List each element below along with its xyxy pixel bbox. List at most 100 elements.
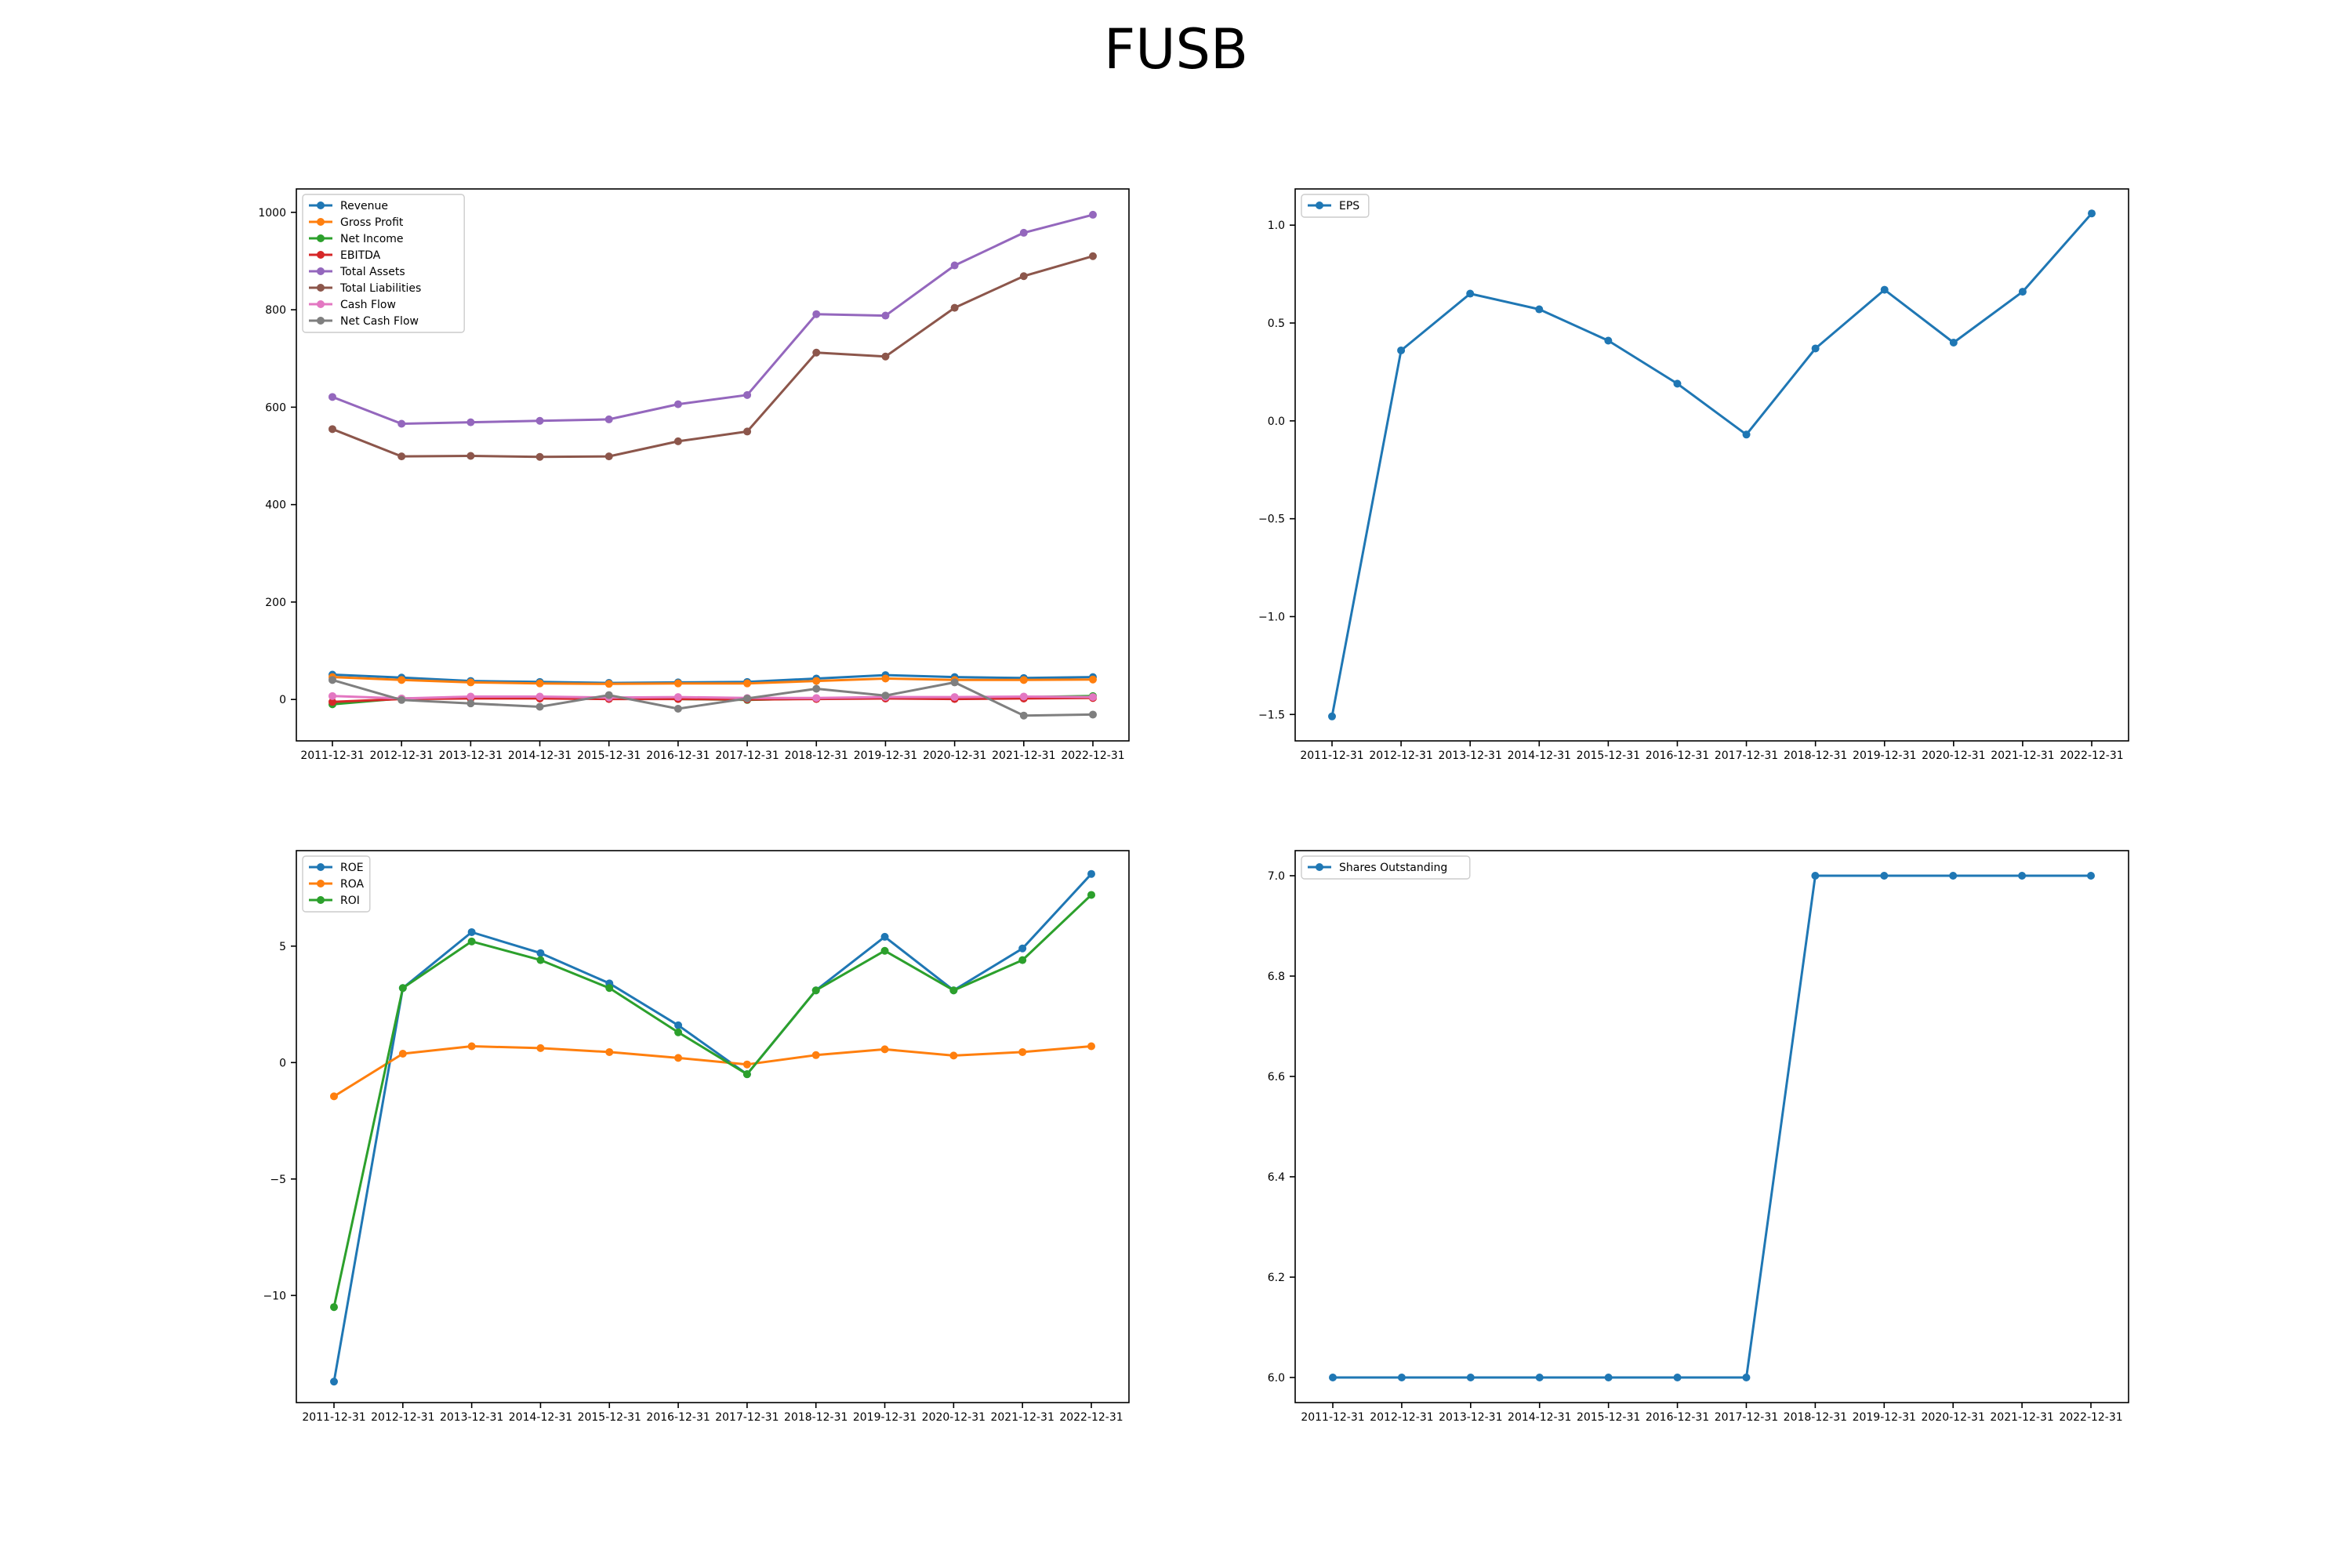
series-line-total-assets [332, 213, 1094, 425]
point-total-assets [950, 261, 959, 270]
y-tick-label: 0 [279, 694, 286, 706]
legend: EPS [1301, 194, 1370, 218]
legend-label: EPS [1339, 200, 1359, 212]
x-tick-label: 2017-12-31 [715, 750, 779, 762]
point-shares-outstanding [1742, 1374, 1751, 1381]
legend-marker [1316, 201, 1323, 209]
point-shares-outstanding [1604, 1374, 1613, 1381]
point-roe [330, 1377, 338, 1386]
legend-label: EBITDA [340, 249, 381, 262]
point-total-assets [397, 419, 406, 428]
point-total-assets [535, 416, 544, 425]
x-tick-label: 2012-12-31 [1369, 750, 1432, 762]
series-line-total-liabilities [332, 255, 1094, 459]
point-roi [398, 984, 407, 993]
point-eps [1328, 712, 1336, 720]
point-total-liabilities [1089, 252, 1097, 260]
figure-title: FUSB [1104, 17, 1248, 82]
legend-label: Revenue [340, 200, 388, 212]
y-tick-label: 6.6 [1268, 1071, 1285, 1083]
x-tick-label: 2022-12-31 [1059, 1411, 1123, 1424]
point-shares-outstanding [1535, 1374, 1544, 1381]
point-total-liabilities [397, 452, 406, 461]
point-roa [949, 1051, 958, 1060]
point-gross-profit [1019, 676, 1028, 684]
legend-marker [317, 300, 325, 308]
legend-label: Total Liabilities [339, 282, 421, 295]
x-tick-label: 2019-12-31 [1853, 750, 1916, 762]
point-cash-flow [535, 692, 544, 701]
point-gross-profit [466, 678, 475, 687]
point-eps [1466, 289, 1475, 298]
x-tick-label: 2011-12-31 [1300, 750, 1363, 762]
point-net-cash-flow [743, 694, 752, 702]
point-roa [880, 1045, 889, 1054]
point-shares-outstanding [1329, 1374, 1337, 1381]
point-cash-flow [673, 693, 682, 702]
point-roi [811, 986, 820, 995]
point-total-assets [743, 390, 752, 399]
legend-label: Net Cash Flow [340, 315, 419, 328]
point-roi [330, 1303, 338, 1312]
y-tick-label: 5 [279, 941, 286, 953]
point-gross-profit [673, 679, 682, 688]
point-roa [536, 1044, 545, 1052]
legend-marker [317, 880, 325, 887]
x-tick-label: 2016-12-31 [1646, 1411, 1709, 1424]
x-tick-label: 2016-12-31 [646, 750, 710, 762]
x-tick-label: 2021-12-31 [990, 1411, 1054, 1424]
x-tick-label: 2019-12-31 [854, 750, 917, 762]
point-cash-flow [1089, 693, 1097, 702]
legend-marker [317, 267, 325, 275]
chart-3: 5 0 −5 −10 2011-12-31 2012-12-31 2013-12-31 201… [263, 850, 1130, 1424]
series-line-roe [332, 873, 1093, 1382]
series-line-shares-outstanding [1333, 874, 2091, 1379]
point-gross-profit [397, 676, 406, 684]
point-total-assets [812, 310, 821, 318]
x-tick-label: 2014-12-31 [509, 1411, 572, 1424]
point-net-cash-flow [1089, 710, 1097, 719]
point-roa [742, 1060, 751, 1069]
axes-frame [1294, 188, 2129, 742]
point-gross-profit [535, 679, 544, 688]
legend-marker [317, 234, 325, 242]
y-tick-label: 6.0 [1268, 1372, 1285, 1385]
x-tick-label: 2014-12-31 [1508, 1411, 1571, 1424]
x-tick-label: 2012-12-31 [369, 750, 433, 762]
x-tick-label: 2015-12-31 [578, 1411, 641, 1424]
chart-4: 7.0 6.8 6.6 6.4 6.2 6.0 2011-12-31 2012-12-31 20… [1268, 850, 2129, 1424]
point-roa [398, 1050, 407, 1058]
point-total-assets [604, 415, 613, 423]
point-roi [605, 984, 614, 993]
point-eps [1742, 430, 1751, 439]
point-net-cash-flow [881, 691, 890, 700]
point-roe [1018, 944, 1027, 953]
point-total-liabilities [328, 425, 336, 434]
x-tick-label: 2018-12-31 [785, 750, 848, 762]
x-tick-label: 2011-12-31 [300, 750, 364, 762]
series-line-revenue [332, 673, 1094, 684]
point-net-cash-flow [397, 695, 406, 704]
legend-marker [317, 251, 325, 259]
series-line-cash-flow [332, 695, 1094, 700]
y-tick-label: 0.0 [1268, 416, 1285, 428]
x-tick-label: 2011-12-31 [302, 1411, 365, 1424]
legend-label: ROI [340, 895, 360, 907]
legend-label: ROA [340, 878, 365, 891]
x-tick-label: 2017-12-31 [715, 1411, 779, 1424]
x-tick-label: 2012-12-31 [371, 1411, 434, 1424]
point-roe [536, 949, 545, 957]
point-net-cash-flow [328, 676, 336, 684]
y-tick-label: 0.5 [1268, 318, 1285, 330]
y-tick-label: 6.8 [1268, 971, 1285, 983]
x-tick-label: 2012-12-31 [1370, 1411, 1433, 1424]
legend-marker [317, 896, 325, 904]
point-total-assets [673, 400, 682, 408]
x-tick-label: 2015-12-31 [1577, 750, 1640, 762]
point-roe [880, 932, 889, 941]
x-tick-label: 2021-12-31 [1991, 750, 2054, 762]
point-eps [1880, 285, 1889, 294]
point-roi [536, 956, 545, 964]
point-total-liabilities [1019, 272, 1028, 281]
